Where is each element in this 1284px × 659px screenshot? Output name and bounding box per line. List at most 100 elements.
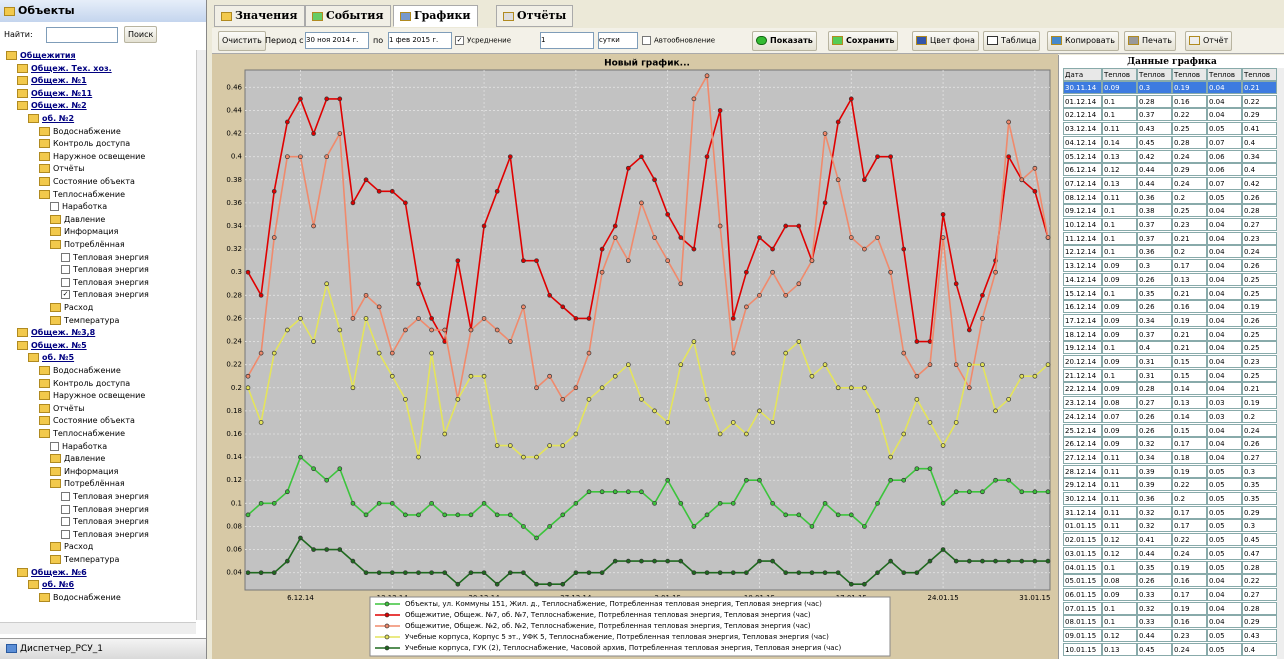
table-header-cell: Теплов — [1207, 68, 1242, 81]
tree-node[interactable]: Общеж. №5 — [17, 340, 195, 352]
averaging-check[interactable]: ✓ Усреднение — [455, 36, 512, 45]
table-cell: 0.1 — [1102, 231, 1137, 245]
table-cell: 16.12.14 — [1063, 300, 1102, 314]
tree-node[interactable]: Тепловая энергия — [61, 516, 195, 528]
tab[interactable]: События — [305, 5, 391, 27]
tab[interactable]: Отчёты — [496, 5, 574, 27]
tree-node[interactable]: Тепловая энергия — [61, 252, 195, 264]
tree-node[interactable]: Температура — [50, 554, 195, 566]
tree-node[interactable]: об. №2 — [28, 113, 195, 125]
table-cell: 0.21 — [1242, 382, 1277, 396]
table-cell: 0.26 — [1137, 272, 1172, 286]
tree-node[interactable]: Водоснабжение — [39, 126, 195, 138]
tree-node[interactable]: Контроль доступа — [39, 378, 195, 390]
data-point — [324, 547, 330, 552]
data-point — [586, 489, 592, 495]
table-cell: 0.1 — [1102, 286, 1137, 300]
clear-button[interactable]: Очистить — [218, 31, 266, 51]
date-from[interactable]: 30 ноя 2014 г. — [305, 32, 369, 49]
tree-node[interactable]: Расход — [50, 541, 195, 553]
tree-node[interactable]: Общеж. №11 — [17, 88, 195, 100]
table-cell: 0.07 — [1207, 135, 1242, 149]
tab[interactable]: Графики — [393, 5, 478, 27]
print-button[interactable]: Печать — [1124, 31, 1176, 51]
search-input[interactable] — [46, 27, 118, 43]
tree-node[interactable]: Теплоснабжение — [39, 189, 195, 201]
tree-node[interactable]: Отчёты — [39, 163, 195, 175]
autoupdate-check[interactable]: Автообновление — [642, 36, 715, 45]
folder-icon — [39, 403, 50, 413]
table-cell: 12.12.14 — [1063, 245, 1102, 259]
data-point — [757, 292, 762, 298]
tree-node[interactable]: Теплоснабжение — [39, 428, 195, 440]
tree-node[interactable]: Потреблённая — [50, 239, 195, 251]
table-cell: 0.22 — [1172, 533, 1207, 547]
item-icon — [50, 214, 61, 224]
tree-node[interactable]: Расход — [50, 302, 195, 314]
data-point — [901, 570, 907, 576]
tree-node[interactable]: Общежития — [6, 50, 195, 62]
tree-node[interactable]: Информация — [50, 466, 195, 478]
table-cell: 0.29 — [1242, 108, 1277, 122]
dispatcher-bar[interactable]: Диспетчер_РСУ_1 — [0, 638, 206, 659]
data-point — [416, 316, 421, 321]
tree-node[interactable]: Общеж. №6 — [17, 567, 195, 579]
data-point — [783, 350, 789, 356]
y-tick-label: 0.32 — [226, 245, 242, 253]
tree-node[interactable]: Водоснабжение — [39, 592, 195, 604]
tree-node[interactable]: Состояние объекта — [39, 415, 195, 427]
avg-unit[interactable]: сутки — [598, 32, 638, 49]
legend-marker — [384, 601, 390, 607]
scrollbar[interactable] — [0, 622, 196, 634]
tree-node[interactable]: Информация — [50, 226, 195, 238]
table-cell: 0.28 — [1137, 94, 1172, 108]
tree-node[interactable]: Потреблённая — [50, 478, 195, 490]
tree-node[interactable]: Тепловая энергия — [61, 264, 195, 276]
tree-node[interactable]: ✓ Тепловая энергия — [61, 289, 195, 301]
tree-label: Температура — [64, 555, 120, 564]
report-button[interactable]: Отчёт — [1185, 31, 1233, 51]
tree-node[interactable]: об. №5 — [28, 352, 195, 364]
tree-label: Отчёты — [53, 164, 85, 174]
tree-node[interactable]: Общеж. Тех. хоз. — [17, 63, 195, 75]
tree-node[interactable]: Водоснабжение — [39, 365, 195, 377]
tree-node[interactable]: Тепловая энергия — [61, 529, 195, 541]
tree-node[interactable]: Температура — [50, 315, 195, 327]
tree-node[interactable]: Состояние объекта — [39, 176, 195, 188]
search-button[interactable]: Поиск — [124, 26, 158, 43]
date-to[interactable]: 1 фев 2015 г. — [388, 32, 452, 49]
tree-node[interactable]: Наработка — [50, 441, 195, 453]
table-cell: 0.05 — [1207, 560, 1242, 574]
scrollbar[interactable] — [196, 50, 206, 620]
tree-label: Состояние объекта — [53, 416, 135, 426]
tree-node[interactable]: Общеж. №3,8 — [17, 327, 195, 339]
tree-node[interactable]: Отчёты — [39, 403, 195, 415]
copy-button[interactable]: Копировать — [1047, 31, 1119, 51]
background-button[interactable]: Цвет фона — [912, 31, 979, 51]
scrollbar[interactable] — [1277, 68, 1284, 659]
tree-node[interactable]: Общеж. №2 — [17, 100, 195, 112]
tree-node[interactable]: Давление — [50, 214, 195, 226]
tree-node[interactable]: об. №6 — [28, 579, 195, 591]
table-cell: 0.32 — [1137, 505, 1172, 519]
tree-node[interactable]: Тепловая энергия — [61, 504, 195, 516]
tree-node[interactable]: Наработка — [50, 201, 195, 213]
data-point — [888, 454, 893, 460]
tree-node[interactable]: Наружное освещение — [39, 390, 195, 402]
tree-node[interactable]: Общеж. №1 — [17, 75, 195, 87]
tree-node[interactable]: Наружное освещение — [39, 151, 195, 163]
tree-node[interactable]: Тепловая энергия — [61, 491, 195, 503]
show-button[interactable]: Показать — [752, 31, 817, 51]
tree-node[interactable]: Контроль доступа — [39, 138, 195, 150]
tree-node[interactable]: Тепловая энергия — [61, 277, 195, 289]
data-point — [665, 477, 671, 483]
objects-panel: Объекты Найти: Поиск Общежития Общеж. Тех… — [0, 0, 207, 659]
avg-count[interactable]: 1 — [540, 32, 594, 49]
table-button[interactable]: Таблица — [983, 31, 1041, 51]
data-point — [770, 420, 775, 425]
tab[interactable]: Значения — [214, 5, 305, 27]
save-button[interactable]: Сохранить — [828, 31, 899, 51]
data-point — [1045, 489, 1051, 495]
tree-node[interactable]: Давление — [50, 453, 195, 465]
table-cell: 0.26 — [1242, 259, 1277, 273]
